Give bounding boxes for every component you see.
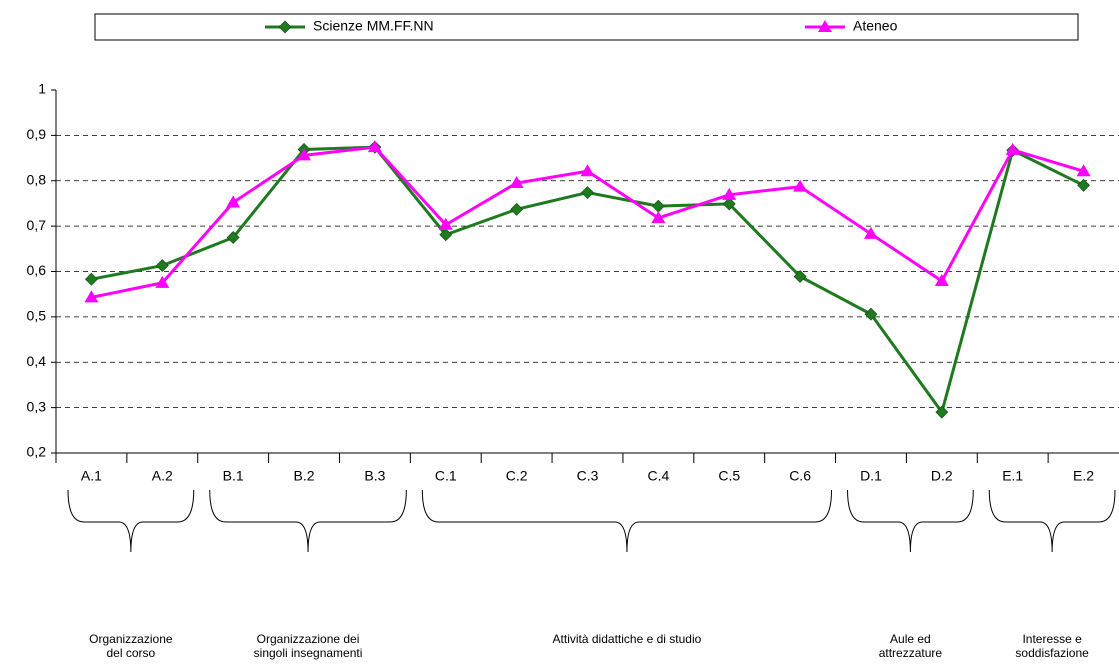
y-tick-label: 0,8 <box>27 171 47 187</box>
group-label-line: Organizzazione <box>89 632 173 646</box>
y-tick-label: 1 <box>38 81 46 97</box>
legend-label: Scienze MM.FF.NN <box>313 18 434 34</box>
group-label-line: Attività didattiche e di studio <box>552 632 702 646</box>
marker <box>278 20 292 34</box>
group-label-line: soddisfazione <box>1015 646 1089 660</box>
x-tick-label: C.5 <box>718 468 740 484</box>
marker <box>651 199 665 213</box>
group-label: Attività didattiche e di studio <box>527 632 727 646</box>
marker <box>226 195 241 208</box>
x-tick-label: E.1 <box>1002 468 1023 484</box>
group-brace <box>847 489 974 553</box>
marker <box>651 210 666 223</box>
marker <box>818 20 832 32</box>
marker <box>85 272 98 286</box>
legend-label: Ateneo <box>853 18 898 34</box>
group-brace <box>988 489 1116 553</box>
y-tick-label: 0,9 <box>27 126 47 142</box>
marker <box>1076 164 1091 177</box>
group-brace <box>67 489 195 553</box>
y-tick-label: 0,4 <box>27 353 47 369</box>
x-tick-label: C.6 <box>789 468 811 484</box>
marker <box>438 217 453 230</box>
x-tick-label: C.3 <box>577 468 599 484</box>
group-label: Aule ed attrezzature <box>810 632 1010 660</box>
group-label-line: attrezzature <box>878 646 943 660</box>
marker <box>864 307 878 321</box>
x-tick-label: C.2 <box>506 468 528 484</box>
x-tick-label: B.3 <box>364 468 385 484</box>
x-tick-label: D.2 <box>931 468 953 484</box>
y-tick-label: 0,7 <box>27 217 47 233</box>
group-brace <box>209 489 407 553</box>
x-tick-label: A.2 <box>152 468 173 484</box>
marker <box>439 228 453 242</box>
marker <box>722 197 736 211</box>
marker <box>1077 178 1090 192</box>
marker <box>793 270 807 283</box>
x-tick-label: E.2 <box>1073 468 1094 484</box>
group-label-line: Aule ed <box>890 632 931 646</box>
group-label: Organizzazione del corso <box>31 632 231 660</box>
x-tick-label: C.4 <box>647 468 669 484</box>
marker <box>155 275 170 288</box>
group-label: Organizzazione dei singoli insegnamenti <box>208 632 408 660</box>
group-brace <box>421 489 833 553</box>
group-label-line: Organizzazione dei <box>256 632 360 646</box>
group-label: Interesse e soddisfazione <box>952 632 1119 660</box>
group-label-line: Interesse e <box>1022 632 1082 646</box>
marker <box>367 140 382 153</box>
x-tick-label: C.1 <box>435 468 457 484</box>
group-label-line: singoli insegnamenti <box>253 646 363 660</box>
marker <box>863 226 878 239</box>
x-tick-label: A.1 <box>81 468 102 484</box>
y-tick-label: 0,3 <box>27 398 47 414</box>
marker <box>509 176 524 189</box>
y-tick-label: 0,5 <box>27 308 47 324</box>
marker <box>580 164 595 177</box>
marker <box>722 187 737 200</box>
legend-box <box>94 13 1079 41</box>
y-tick-label: 0,6 <box>27 262 47 278</box>
group-label-line: del corso <box>106 646 156 660</box>
x-tick-label: D.1 <box>860 468 882 484</box>
marker <box>934 274 949 287</box>
x-tick-label: B.2 <box>294 468 315 484</box>
marker <box>510 202 524 216</box>
x-tick-label: B.1 <box>223 468 244 484</box>
marker <box>581 186 594 199</box>
marker <box>297 148 312 161</box>
marker <box>155 259 169 273</box>
marker <box>226 231 240 244</box>
y-tick-label: 0,2 <box>27 444 47 460</box>
marker <box>84 290 99 303</box>
marker <box>1005 142 1020 155</box>
marker <box>793 179 808 192</box>
marker <box>935 405 949 419</box>
